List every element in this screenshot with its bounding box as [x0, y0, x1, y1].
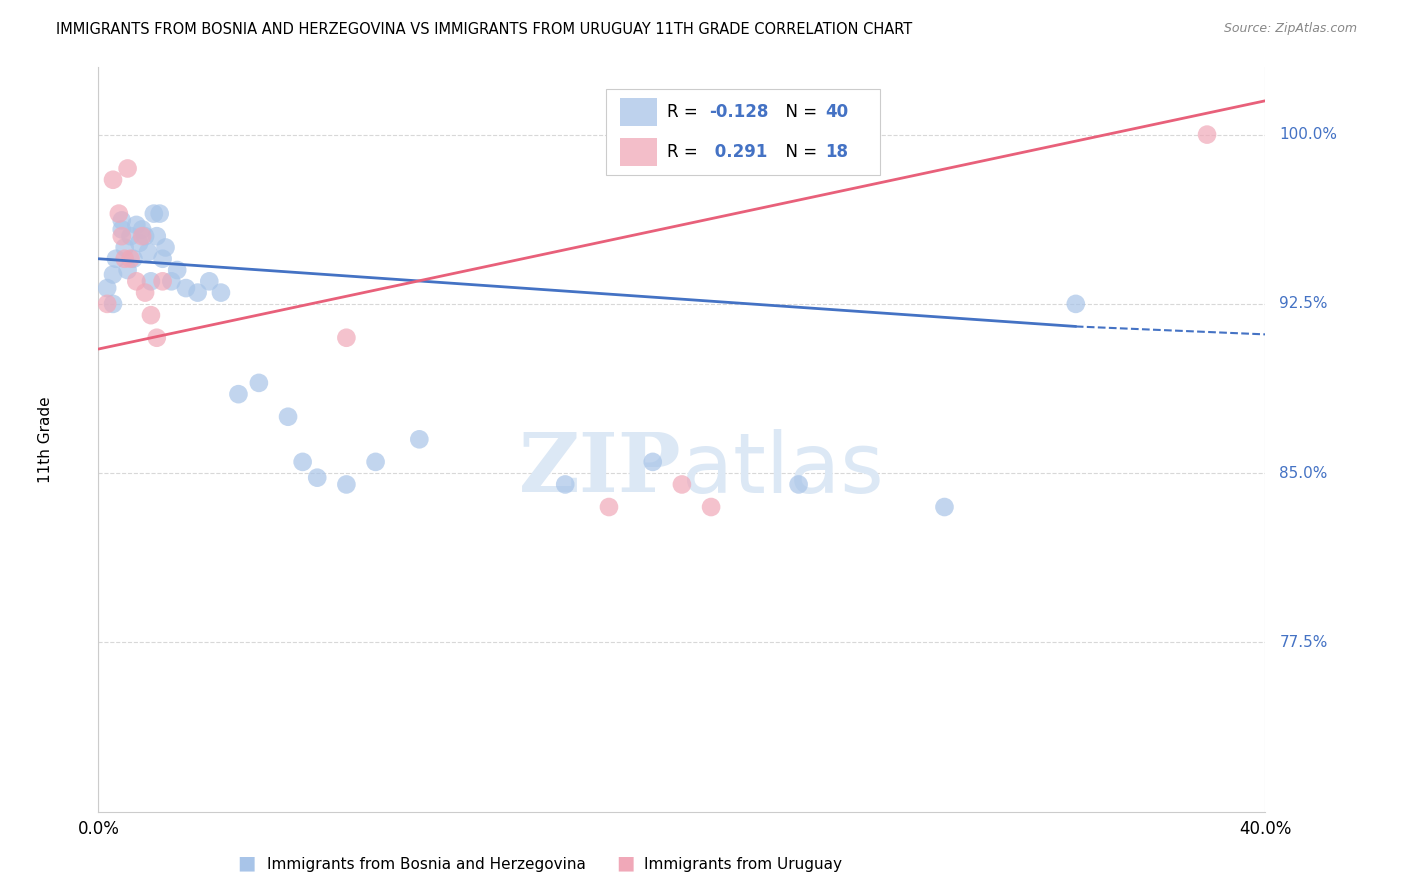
Point	[125, 274, 148, 288]
Point	[139, 274, 162, 288]
Point	[228, 387, 250, 401]
Point	[187, 285, 209, 300]
Point	[120, 229, 142, 244]
Point	[114, 252, 136, 266]
Point	[111, 213, 134, 227]
Point	[101, 173, 124, 187]
Point	[198, 274, 221, 288]
Point	[554, 477, 576, 491]
Point	[96, 281, 118, 295]
Text: atlas: atlas	[682, 428, 883, 509]
Point	[335, 477, 357, 491]
Point	[152, 252, 174, 266]
Point	[1195, 128, 1218, 142]
Text: 77.5%: 77.5%	[1279, 635, 1327, 650]
Point	[111, 229, 134, 244]
Point	[209, 285, 232, 300]
FancyBboxPatch shape	[620, 98, 658, 126]
Point	[134, 285, 156, 300]
Text: Immigrants from Bosnia and Herzegovina: Immigrants from Bosnia and Herzegovina	[267, 857, 586, 872]
Text: 40: 40	[825, 103, 849, 121]
Point	[104, 252, 127, 266]
Text: -0.128: -0.128	[709, 103, 768, 121]
Point	[114, 240, 136, 254]
Point	[101, 268, 124, 282]
Point	[136, 244, 159, 259]
Point	[131, 222, 153, 236]
FancyBboxPatch shape	[620, 138, 658, 166]
Point	[700, 500, 723, 514]
Text: IMMIGRANTS FROM BOSNIA AND HERZEGOVINA VS IMMIGRANTS FROM URUGUAY 11TH GRADE COR: IMMIGRANTS FROM BOSNIA AND HERZEGOVINA V…	[56, 22, 912, 37]
FancyBboxPatch shape	[606, 89, 880, 175]
Point	[160, 274, 183, 288]
Text: Immigrants from Uruguay: Immigrants from Uruguay	[644, 857, 842, 872]
Point	[142, 206, 165, 220]
Point	[364, 455, 387, 469]
Point	[934, 500, 956, 514]
Point	[111, 222, 134, 236]
Point	[155, 240, 177, 254]
Point	[131, 229, 153, 244]
Point	[598, 500, 620, 514]
Text: R =: R =	[666, 143, 703, 161]
Point	[128, 235, 150, 250]
Point	[307, 471, 329, 485]
Point	[174, 281, 197, 295]
Point	[247, 376, 270, 390]
Text: ■: ■	[616, 854, 636, 872]
Text: 92.5%: 92.5%	[1279, 296, 1327, 311]
Point	[117, 161, 139, 176]
Text: Source: ZipAtlas.com: Source: ZipAtlas.com	[1223, 22, 1357, 36]
Point	[146, 331, 169, 345]
Point	[166, 263, 188, 277]
Point	[139, 308, 162, 322]
Text: 11th Grade: 11th Grade	[38, 396, 53, 483]
Point	[134, 229, 156, 244]
Point	[408, 432, 430, 446]
Point	[787, 477, 810, 491]
Point	[335, 331, 357, 345]
Text: N =: N =	[775, 103, 823, 121]
Point	[152, 274, 174, 288]
Text: ■: ■	[236, 854, 256, 872]
Point	[101, 297, 124, 311]
Point	[125, 218, 148, 232]
Text: 0.291: 0.291	[709, 143, 768, 161]
Text: ZIP: ZIP	[519, 429, 682, 509]
Point	[117, 263, 139, 277]
Point	[149, 206, 172, 220]
Point	[291, 455, 314, 469]
Text: 18: 18	[825, 143, 848, 161]
Point	[641, 455, 664, 469]
Point	[1064, 297, 1087, 311]
Point	[277, 409, 299, 424]
Point	[146, 229, 169, 244]
Text: 100.0%: 100.0%	[1279, 128, 1337, 142]
Point	[96, 297, 118, 311]
Point	[120, 252, 142, 266]
Text: R =: R =	[666, 103, 703, 121]
Text: 85.0%: 85.0%	[1279, 466, 1327, 481]
Point	[122, 252, 145, 266]
Point	[671, 477, 693, 491]
Text: N =: N =	[775, 143, 823, 161]
Point	[108, 206, 131, 220]
